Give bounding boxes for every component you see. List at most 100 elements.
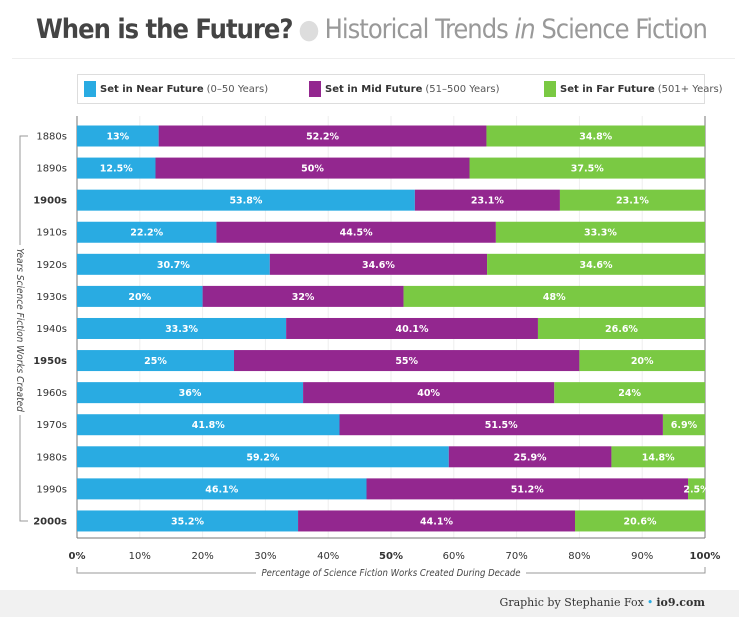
x-tick-label: 100% [690,551,721,562]
bar-segment [202,285,404,307]
data-label: 41.8% [192,420,225,431]
y-tick-label: 1900s [33,196,67,207]
data-label: 59.2% [246,452,279,463]
bar-segment [216,221,496,243]
x-tick-label: 30% [254,551,276,562]
data-label: 55% [395,356,418,367]
bar-segment [403,285,705,307]
page-title: When is the Future? ● Historical Trends in… [36,14,708,45]
data-label: 13% [106,132,129,143]
data-label: 44.1% [420,516,453,527]
swatch [84,81,96,97]
data-label: 12.5% [100,164,133,175]
bar-segment [298,510,576,532]
data-label: 36% [179,388,202,399]
data-label: 30.7% [157,260,190,271]
bar-segment [77,253,270,275]
data-label: 35.2% [171,516,204,527]
bar-segment [77,157,156,179]
data-label: 48% [543,292,566,303]
data-label: 25% [144,356,167,367]
data-label: 20.6% [624,516,657,527]
bar-segment [286,317,538,339]
data-label: 44.5% [340,228,373,239]
y-tick-label: 1890s [36,164,67,175]
bar-segment [77,317,287,339]
swatch [544,81,556,97]
y-tick-label: 1990s [36,484,67,495]
data-label: 20% [128,292,151,303]
data-label: 51.2% [511,484,544,495]
y-tick-label: 1970s [36,420,67,431]
data-label: 23.1% [616,196,649,207]
y-tick-label: 2000s [33,516,67,527]
data-label: 34.6% [580,260,613,271]
title-main: When is the Future? [36,14,293,45]
bar-segment [448,446,612,468]
x-tick-label: 20% [191,551,213,562]
legend-item-far: Set in Far Future (501+ Years) [544,81,723,97]
data-label: 51.5% [485,420,518,431]
x-tick-label: 90% [631,551,653,562]
data-label: 6.9% [671,420,698,431]
x-axis-label: Percentage of Science Fiction Works Crea… [261,568,520,579]
data-label: 26.6% [605,324,638,335]
bar-segment [77,221,217,243]
data-label: 2.5% [683,484,710,495]
bar-segment [554,382,705,404]
legend-item-mid: Set in Mid Future (51–500 Years) [309,81,500,97]
x-tick-label: 50% [379,551,403,562]
x-tick-label: 0% [69,551,86,562]
x-tick-label: 10% [129,551,151,562]
bar-segment [559,189,705,211]
bar-segment [575,510,705,532]
data-label: 34.6% [362,260,395,271]
legend-item-near: Set in Near Future (0–50 Years) [84,81,268,97]
bullet-icon: ● [298,14,319,45]
bar-segment [77,125,159,147]
y-tick-label: 1980s [36,452,67,463]
bar-segment [77,382,304,404]
y-tick-label: 1960s [36,388,67,399]
bar-segment [77,446,449,468]
bar-segment [234,350,580,372]
bar-segment [487,253,705,275]
data-label: 14.8% [642,452,675,463]
y-tick-label: 1880s [36,132,67,143]
y-axis-label: Years Science Fiction Works Created [14,248,25,412]
x-tick-label: 70% [505,551,527,562]
data-label: 23.1% [471,196,504,207]
data-label: 34.8% [579,132,612,143]
x-tick-label: 40% [317,551,339,562]
bar-segment [611,446,705,468]
bar-segment [688,478,705,500]
bar-segment [469,157,705,179]
y-tick-label: 1950s [33,356,67,367]
data-label: 20% [631,356,654,367]
stacked-bar-chart: 0% 10% 20% 30% 40% 50% 60% 70% 80% 90% 100% 1880s 13… [12,116,721,580]
bar-segment [77,285,203,307]
y-tick-label: 1910s [36,228,67,239]
bar-segment [486,125,705,147]
y-label-bg [12,245,28,415]
data-label: 33.3% [165,324,198,335]
y-tick-label: 1920s [36,260,67,271]
data-label: 46.1% [205,484,238,495]
bar-segment [414,189,560,211]
bar-segment [77,414,340,436]
bar-segment [366,478,689,500]
credit: Graphic by Stephanie Fox • io9.com [499,596,705,609]
bar-segment [662,414,705,436]
bar-segment [77,478,367,500]
y-tick-label: 1940s [36,324,67,335]
data-label: 52.2% [306,132,339,143]
bar-segment [537,317,705,339]
legend: Set in Near Future (0–50 Years) Set in Mi… [77,74,723,104]
bar-segment [303,382,555,404]
y-tick-label: 1930s [36,292,67,303]
data-label: 40.1% [396,324,429,335]
divider [12,58,735,59]
data-label: 24% [618,388,641,399]
x-tick-label: 60% [443,551,465,562]
